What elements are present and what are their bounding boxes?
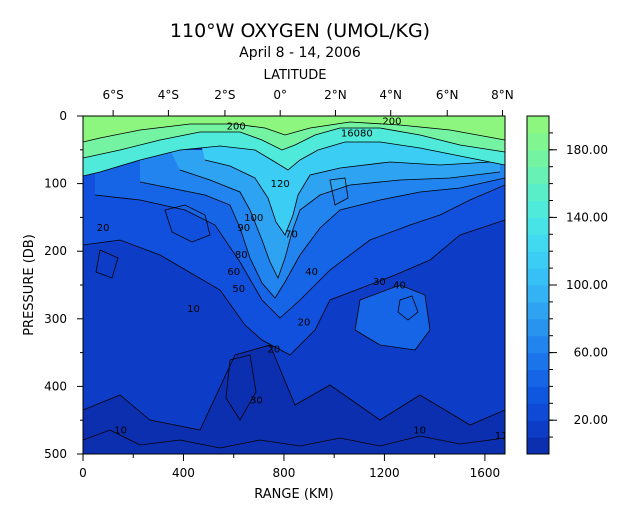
colorbar-swatch — [527, 352, 549, 370]
top-tick-label: 6°N — [436, 88, 459, 102]
top-tick-label: 8°N — [491, 88, 514, 102]
colorbar-swatch — [527, 116, 549, 134]
chart-title: 110°W OXYGEN (UMOL/KG) — [170, 20, 430, 42]
colorbar-swatch — [527, 234, 549, 252]
colorbar-tick-label: 140.00 — [566, 210, 608, 224]
contour-label: 60 — [227, 267, 240, 278]
contour-label: 40 — [305, 267, 318, 278]
y-tick-label: 500 — [44, 447, 67, 461]
contour-label: 10 — [114, 426, 127, 437]
x-axis-label: RANGE (KM) — [254, 487, 333, 502]
colorbar-swatch — [527, 149, 549, 168]
top-tick-label: 4°S — [158, 88, 179, 102]
contour-label: 80 — [235, 250, 248, 261]
contour-label: 20 — [97, 223, 110, 234]
contour-label: 11 — [495, 431, 508, 442]
colorbar-tick-label: 100.00 — [566, 278, 608, 292]
colorbar: 20.00 60.00 100.00 140.00 180.00 — [526, 115, 608, 455]
contour-line — [83, 344, 505, 431]
contour-label: 20 — [298, 318, 311, 329]
colorbar-swatch — [527, 285, 549, 303]
colorbar-swatch — [527, 335, 549, 354]
contour-label: 200 — [382, 116, 401, 127]
contour-label: 90 — [237, 223, 250, 234]
y-tick-label: 200 — [44, 244, 67, 258]
top-tick-label: 4°N — [379, 88, 402, 102]
x-tick-label: 400 — [172, 466, 195, 480]
colorbar-swatch — [527, 268, 549, 286]
contour-label: 30 — [373, 277, 386, 288]
colorbar-tick-label: 180.00 — [566, 143, 608, 157]
contour-line — [354, 284, 431, 351]
contour-label: 30 — [250, 395, 263, 406]
contour-label: 70 — [285, 230, 298, 241]
band-80-100 — [170, 150, 500, 278]
x-tick-label: 1200 — [369, 466, 400, 480]
y-tick-label: 100 — [44, 177, 67, 191]
y-axis-label: PRESSURE (DB) — [22, 234, 37, 336]
contour-label: 50 — [232, 284, 245, 295]
top-axis-label: LATITUDE — [264, 68, 327, 83]
contour-line — [95, 249, 119, 279]
contour-line — [83, 127, 505, 159]
contour-line — [94, 184, 505, 319]
chart-subtitle: April 8 - 14, 2006 — [239, 45, 361, 61]
x-tick-label: 0 — [79, 466, 87, 480]
contour-line — [204, 159, 491, 236]
contour-line — [83, 219, 505, 356]
colorbar-swatch — [527, 166, 549, 185]
contour-label: 10 — [413, 426, 426, 437]
band-30-patch — [355, 285, 430, 350]
contour-line — [83, 141, 505, 177]
contour-label: 100 — [244, 213, 263, 224]
contour-label: 200 — [227, 122, 246, 133]
contour-lines — [83, 121, 505, 449]
band-170-190 — [83, 116, 505, 158]
y-tick-label: 400 — [44, 379, 67, 393]
contour-line — [329, 177, 349, 206]
colorbar-swatch — [527, 386, 549, 404]
axes: 0 400 800 1200 1600 6°S 4°S 2°S 0° 2°N 4°N 6°N 8°N 0 1… — [44, 88, 514, 480]
contour-label: 16080 — [341, 128, 373, 139]
colorbar-swatch — [527, 403, 549, 421]
colorbar-swatch — [527, 183, 549, 201]
colorbar-swatch — [527, 318, 549, 337]
y-tick-label: 0 — [59, 109, 67, 123]
top-tick-label: 6°S — [103, 88, 124, 102]
colorbar-swatch — [527, 437, 549, 455]
colorbar-tick-label: 20.00 — [574, 413, 608, 427]
contour-line — [83, 121, 505, 143]
x-tick-label: 800 — [272, 466, 295, 480]
top-tick-label: 2°S — [214, 88, 235, 102]
y-tick-label: 300 — [44, 312, 67, 326]
contour-label: 20 — [268, 345, 281, 356]
contour-line — [179, 169, 501, 280]
contour-label: 10 — [187, 304, 200, 315]
colorbar-swatch — [527, 217, 549, 235]
band-top — [83, 116, 505, 142]
colorbar-swatch — [527, 369, 549, 387]
contour-line — [397, 295, 419, 321]
colorbar-swatch — [527, 420, 549, 438]
top-tick-label: 0° — [273, 88, 287, 102]
contour-label: 40 — [393, 280, 406, 291]
contour-line — [164, 204, 211, 243]
x-tick-label: 1600 — [470, 466, 501, 480]
contour-label: 120 — [271, 179, 290, 190]
contour-line — [139, 177, 505, 299]
contour-line — [83, 429, 505, 449]
top-tick-label: 2°N — [324, 88, 347, 102]
colorbar-swatch — [527, 132, 549, 151]
colorbar-tick-label: 60.00 — [574, 346, 608, 360]
colorbar-swatch — [527, 251, 549, 269]
colorbar-swatch — [527, 200, 549, 218]
colorbar-swatch — [527, 301, 549, 320]
contour-line — [225, 354, 257, 421]
